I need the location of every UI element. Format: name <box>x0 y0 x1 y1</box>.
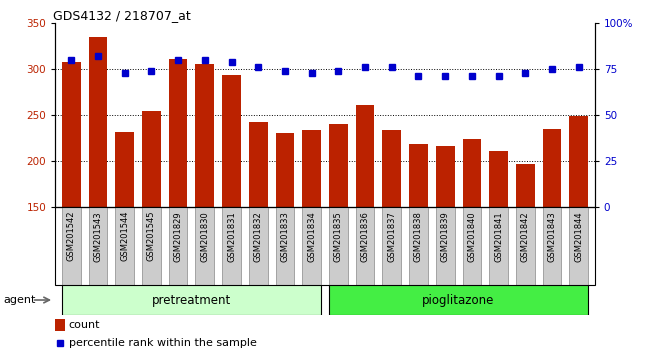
Text: pretreatment: pretreatment <box>152 293 231 307</box>
Bar <box>249 207 268 285</box>
Bar <box>88 207 107 285</box>
Text: GSM201831: GSM201831 <box>227 211 236 262</box>
Text: GSM201542: GSM201542 <box>67 211 76 262</box>
Text: pioglitazone: pioglitazone <box>422 293 495 307</box>
Bar <box>329 285 588 315</box>
Text: GSM201832: GSM201832 <box>254 211 263 262</box>
Text: GSM201842: GSM201842 <box>521 211 530 262</box>
Text: GSM201834: GSM201834 <box>307 211 316 262</box>
Bar <box>516 207 535 285</box>
Bar <box>356 207 374 285</box>
Bar <box>463 139 481 207</box>
Bar <box>115 132 134 207</box>
Text: GSM201839: GSM201839 <box>441 211 450 262</box>
Text: GSM201838: GSM201838 <box>414 211 423 262</box>
Bar <box>222 75 241 207</box>
Bar <box>302 130 321 207</box>
Bar <box>169 207 187 285</box>
Bar <box>276 133 294 207</box>
Bar <box>436 207 454 285</box>
Bar <box>55 319 65 331</box>
Text: GSM201544: GSM201544 <box>120 211 129 262</box>
Bar <box>382 130 401 207</box>
Bar <box>569 207 588 285</box>
Bar <box>436 146 454 207</box>
Bar <box>249 122 268 207</box>
Text: GSM201545: GSM201545 <box>147 211 156 262</box>
Bar <box>62 207 81 285</box>
Bar <box>115 207 134 285</box>
Bar <box>489 151 508 207</box>
Bar <box>329 124 348 207</box>
Text: count: count <box>69 320 100 330</box>
Text: GSM201829: GSM201829 <box>174 211 183 262</box>
Bar <box>409 207 428 285</box>
Bar <box>489 207 508 285</box>
Text: GSM201836: GSM201836 <box>361 211 370 262</box>
Bar <box>463 207 481 285</box>
Bar <box>62 62 81 207</box>
Text: GDS4132 / 218707_at: GDS4132 / 218707_at <box>53 9 190 22</box>
Bar <box>543 207 562 285</box>
Bar <box>276 207 294 285</box>
Bar <box>142 112 161 207</box>
Text: agent: agent <box>3 295 36 305</box>
Text: GSM201833: GSM201833 <box>280 211 289 262</box>
Bar <box>382 207 401 285</box>
Bar <box>196 207 214 285</box>
Bar <box>196 64 214 207</box>
Bar <box>62 285 321 315</box>
Bar <box>329 207 348 285</box>
Bar <box>543 129 562 207</box>
Text: GSM201835: GSM201835 <box>334 211 343 262</box>
Bar <box>222 207 241 285</box>
Text: GSM201843: GSM201843 <box>547 211 556 262</box>
Bar <box>142 207 161 285</box>
Bar <box>516 164 535 207</box>
Text: GSM201837: GSM201837 <box>387 211 396 262</box>
Text: percentile rank within the sample: percentile rank within the sample <box>69 338 257 348</box>
Bar <box>169 59 187 207</box>
Bar <box>356 105 374 207</box>
Text: GSM201830: GSM201830 <box>200 211 209 262</box>
Text: GSM201841: GSM201841 <box>494 211 503 262</box>
Text: GSM201543: GSM201543 <box>94 211 103 262</box>
Text: GSM201844: GSM201844 <box>574 211 583 262</box>
Bar <box>88 37 107 207</box>
Bar <box>569 116 588 207</box>
Bar <box>409 144 428 207</box>
Text: GSM201840: GSM201840 <box>467 211 476 262</box>
Bar <box>302 207 321 285</box>
